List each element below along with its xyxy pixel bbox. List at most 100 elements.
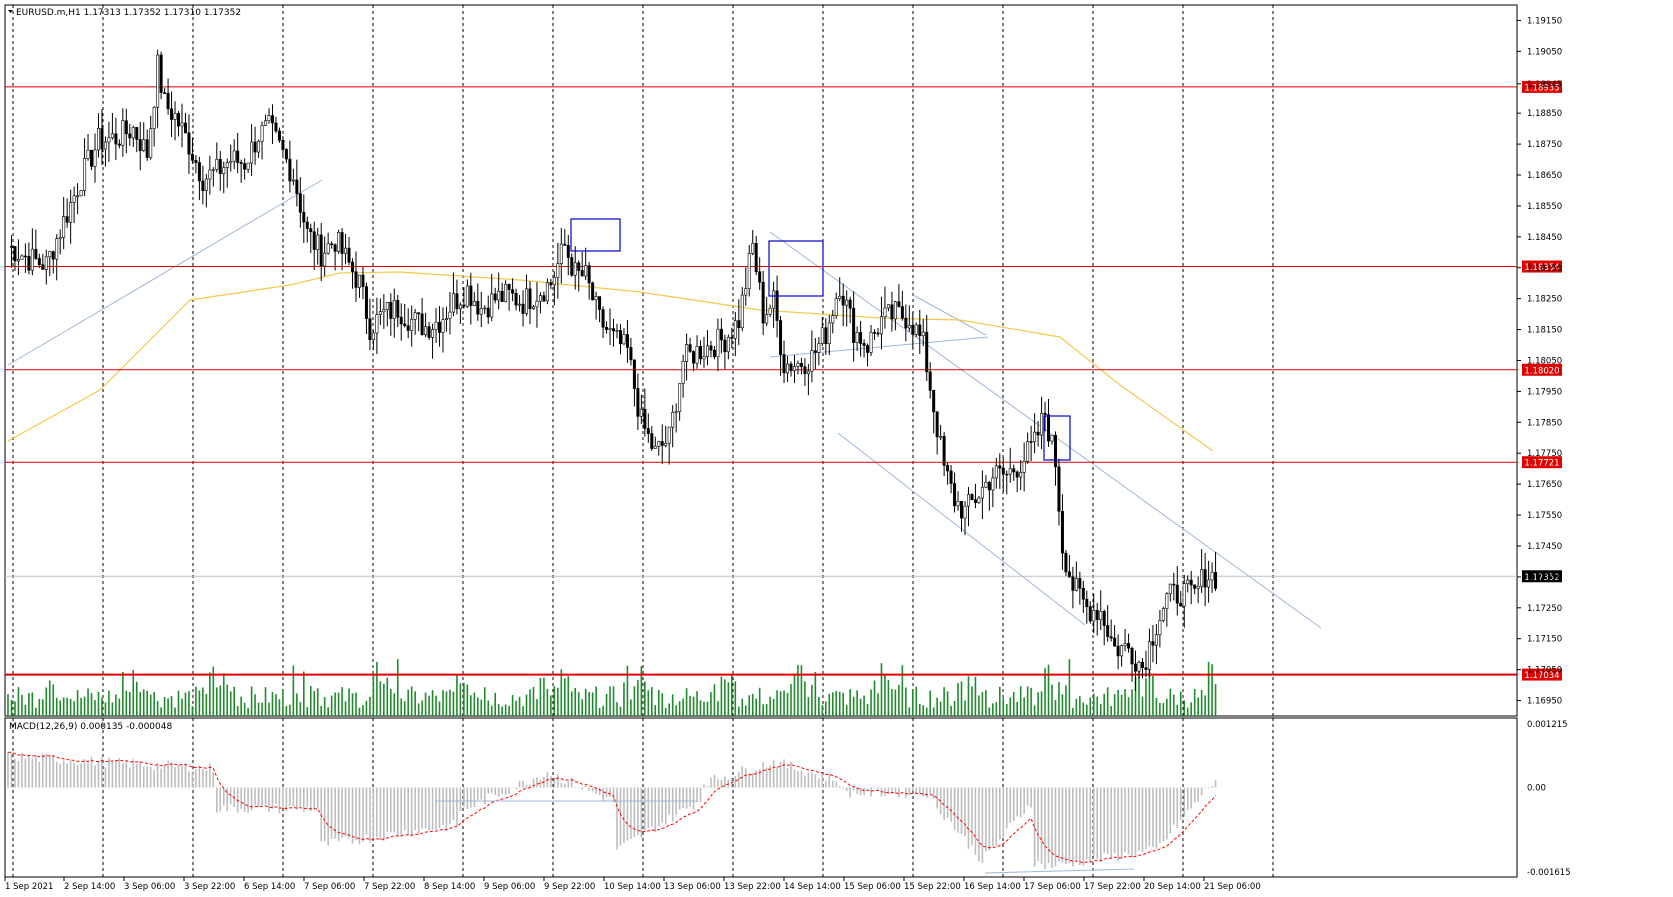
candle-body [413,312,417,320]
candle-body [1022,460,1026,473]
candle-body [69,202,73,223]
price-level-tag [1522,260,1562,273]
candle-body [462,304,466,307]
symbol-header: EURUSD.m,H1 1.17313 1.17352 1.17310 1.17… [16,8,241,18]
candle-body [163,92,167,94]
price-level-label: 1.18354 [1524,263,1559,273]
candle-body [1071,576,1075,591]
time-tick-label: 7 Sep 06:00 [304,882,355,892]
candle-body [531,306,535,310]
candle-body [455,293,459,310]
candle-body [1074,577,1078,591]
candle-body [187,132,191,155]
candle-body [932,390,936,413]
price-panel[interactable] [4,4,1518,717]
candle-body [48,251,52,258]
macd-signal-line [7,751,1216,864]
candle-body [960,501,964,519]
candle-body [674,411,678,413]
pattern-rectangle[interactable] [768,240,824,297]
candle-body [1130,647,1134,665]
candle-body [117,143,121,146]
candle-body [511,289,515,294]
candle-body [351,261,355,273]
candle-body [281,140,285,150]
candle-body [201,180,205,191]
candle-body [124,120,128,135]
candle-body [827,322,831,344]
candle-body [779,320,783,355]
candle-body [949,470,953,484]
candle-body [792,366,796,371]
candle-body [653,445,657,449]
candle-body [786,363,790,374]
candle-body [848,299,852,309]
price-tick-label: 1.17850 [1527,418,1562,428]
trendline [7,179,323,366]
candle-body [625,334,629,348]
candle-body [100,128,104,150]
price-tick-label: 1.18945 [1527,80,1562,90]
candle-body [956,501,960,507]
candle-body [1179,602,1183,607]
candle-body [483,307,487,310]
candle-body [110,133,114,139]
candle-body [598,296,602,310]
candle-body [121,120,125,146]
candle-body [333,244,337,252]
candle-body [267,115,271,122]
candle-body [20,255,24,260]
candle-body [472,301,476,306]
candle-body [9,246,13,248]
candle-body [671,411,675,428]
candle-body [1168,583,1172,595]
pattern-rectangle[interactable] [570,218,621,252]
candle-body [716,328,720,358]
candle-body [441,319,445,333]
candle-body [392,299,396,319]
candle-body [733,320,737,339]
candle-body [946,465,950,472]
candle-body [173,113,177,120]
price-tick-label: 1.17050 [1527,666,1562,676]
candle-body [55,238,59,260]
candle-body [288,158,292,182]
candle-body [239,162,243,164]
macd-trendline [984,868,1135,874]
candle-body [1067,571,1071,578]
candle-body [180,122,184,127]
menu-arrow-icon[interactable] [8,10,13,13]
candle-body [577,262,581,271]
candle-body [79,190,83,197]
candle-body [385,302,389,310]
time-tick-label: 7 Sep 22:00 [364,882,415,892]
price-tick-label: 1.18450 [1527,233,1562,243]
candle-body [838,295,842,299]
candle-body [1064,552,1068,573]
horizontal-levels[interactable]: 1.18935 1.18354 1.18020 1.17721 1.17034 1.173… [5,80,1562,681]
candle-body [542,295,546,302]
candle-body [420,313,424,336]
candle-body [904,317,908,329]
candle-body [215,158,219,170]
candle-body [368,318,372,341]
candle-body [987,481,991,491]
candle-body [128,133,132,139]
candle-body [347,247,351,263]
pattern-rectangles[interactable] [570,218,1071,461]
pattern-rectangle[interactable] [1043,415,1071,461]
candle-body [806,370,810,374]
candle-body [998,465,1002,469]
candle-body [1109,636,1113,639]
macd-panel[interactable] [4,717,1518,878]
candle-body [500,290,504,302]
candle-body [145,139,149,158]
candle-body [65,216,69,223]
candle-body [831,315,835,324]
candle-body [448,311,452,319]
time-tick-label: 21 Sep 06:00 [1204,882,1261,892]
time-tick-label: 17 Sep 06:00 [1024,882,1081,892]
candle-body [643,408,647,429]
candle-body [27,255,31,271]
